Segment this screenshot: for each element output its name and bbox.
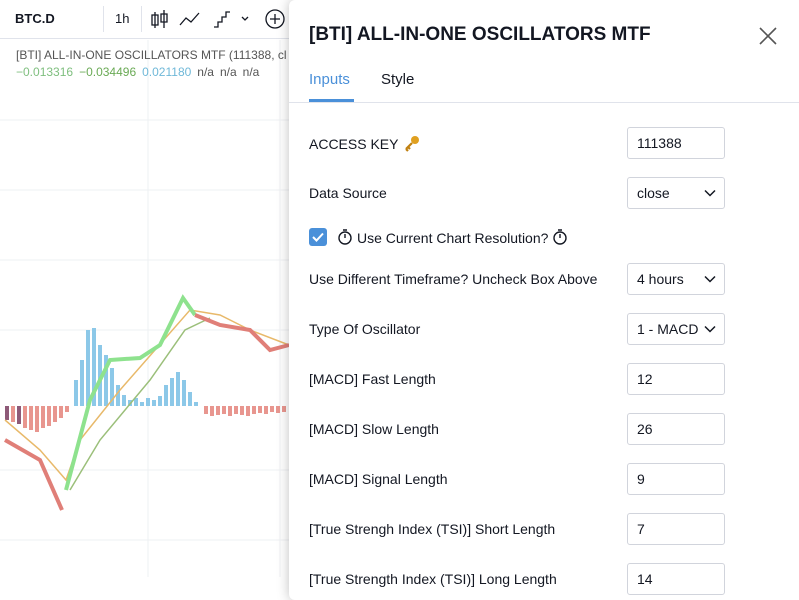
field-label-wrap: [True Strengh Index (TSI)] Short Length — [309, 521, 555, 537]
field-label-wrap: [MACD] Fast Length — [309, 371, 436, 387]
step-icon[interactable] — [214, 11, 230, 28]
field-value: 1 - MACD — [637, 321, 699, 337]
dialog-title: [BTI] ALL-IN-ONE OSCILLATORS MTF — [309, 24, 651, 45]
field-label-wrap: Use Different Timeframe? Uncheck Box Abo… — [309, 271, 597, 287]
dropdown-icon[interactable] — [241, 16, 249, 21]
stopwatch-icon — [553, 229, 568, 245]
divider — [289, 102, 799, 103]
field-label: Use Different Timeframe? Uncheck Box Abo… — [309, 271, 598, 287]
field-label: ACCESS KEY — [309, 136, 399, 152]
line-icon[interactable] — [179, 12, 200, 26]
macd-line — [64, 294, 197, 491]
field-value: close — [637, 185, 670, 201]
field-label: Data Source — [309, 185, 387, 201]
histogram — [204, 406, 286, 416]
field-label-wrap: [True Strength Index (TSI)] Long Length — [309, 571, 557, 587]
field-label: [True Strength Index (TSI)] Long Length — [309, 571, 557, 587]
symbol[interactable]: BTC.D — [15, 11, 55, 26]
field-label: [MACD] Slow Length — [309, 421, 439, 437]
input[interactable]: 7 — [627, 513, 725, 545]
field-label: [MACD] Signal Length — [309, 471, 448, 487]
indicator-value: n/a — [219, 65, 237, 79]
chevron — [704, 275, 716, 283]
histogram — [5, 406, 69, 432]
toolbar: BTC.D 1h — [0, 0, 290, 39]
chevron — [704, 325, 716, 333]
field-label-wrap: [MACD] Signal Length — [309, 471, 448, 487]
field-label-wrap: [MACD] Slow Length — [309, 421, 439, 437]
settings-dialog: [BTI] ALL-IN-ONE OSCILLATORS MTF Inputs … — [289, 0, 799, 600]
input[interactable]: 26 — [627, 413, 725, 445]
field-value: 7 — [637, 521, 645, 537]
field-value: 4 hours — [637, 271, 684, 287]
toolbar-icons — [151, 9, 285, 29]
field-label-wrap: Use Current Chart Resolution? — [337, 228, 568, 246]
field-label: [True Strengh Index (TSI)] Short Length — [309, 521, 556, 537]
close-button[interactable] — [758, 26, 778, 46]
field-value: 12 — [637, 371, 653, 387]
chevron — [704, 189, 716, 197]
tab[interactable]: Style — [381, 71, 415, 88]
interval[interactable]: 1h — [115, 11, 130, 26]
field-value: 9 — [637, 471, 645, 487]
field-label-wrap: ACCESS KEY — [309, 134, 421, 152]
indicator-value: −0.034496 — [79, 65, 137, 79]
dropdown[interactable]: 4 hours — [627, 263, 725, 295]
slow-line — [69, 317, 211, 491]
indicator-value: −0.013316 — [16, 65, 74, 79]
macd-line — [194, 313, 290, 353]
macd-line — [4, 438, 64, 511]
field-value: 14 — [637, 571, 653, 587]
separator — [103, 6, 104, 32]
checkbox[interactable] — [309, 228, 327, 246]
field-label-wrap: Type Of Oscillator — [309, 321, 420, 337]
input[interactable]: 12 — [627, 363, 725, 395]
input[interactable]: 9 — [627, 463, 725, 495]
tab-indicator — [309, 99, 354, 102]
field-value: 26 — [637, 421, 653, 437]
candles-icon[interactable] — [151, 10, 168, 28]
field-label: Type Of Oscillator — [309, 321, 421, 337]
tab[interactable]: Inputs — [309, 71, 350, 88]
indicator-value: n/a — [242, 65, 260, 79]
indicator-value: n/a — [197, 65, 214, 79]
field-label: Use Current Chart Resolution? — [357, 230, 549, 246]
key-icon — [405, 136, 420, 152]
field-label: [MACD] Fast Length — [309, 371, 436, 387]
input[interactable]: 111388 — [627, 127, 725, 159]
add-icon[interactable] — [265, 9, 285, 29]
grid — [0, 40, 290, 577]
indicator-title: [BTI] ALL-IN-ONE OSCILLATORS MTF (111388… — [16, 48, 287, 62]
indicator-values: −0.013316 −0.034496 0.021180 n/a n/a n/a — [16, 65, 265, 79]
signal-line — [4, 309, 290, 482]
field-value: 111388 — [637, 135, 682, 151]
field-label-wrap: Data Source — [309, 185, 387, 201]
dropdown[interactable]: 1 - MACD — [627, 313, 725, 345]
chart-area — [0, 40, 290, 577]
histogram — [5, 406, 21, 424]
stopwatch-icon — [338, 229, 352, 245]
dropdown[interactable]: close — [627, 177, 725, 209]
indicator-value: 0.021180 — [142, 65, 192, 79]
separator — [141, 6, 142, 32]
input[interactable]: 14 — [627, 563, 725, 595]
